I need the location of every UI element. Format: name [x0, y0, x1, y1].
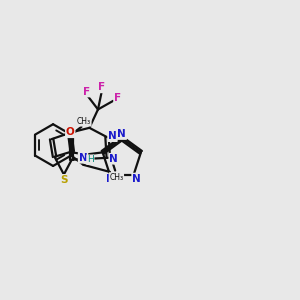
Text: N: N [108, 131, 117, 141]
Text: H: H [87, 155, 94, 164]
Text: F: F [83, 86, 90, 97]
Text: N: N [109, 154, 118, 164]
Text: F: F [98, 82, 105, 92]
Text: N: N [79, 153, 87, 163]
Text: S: S [60, 175, 68, 185]
Text: CH₃: CH₃ [109, 173, 124, 182]
Text: CH₃: CH₃ [77, 117, 91, 126]
Text: O: O [66, 127, 75, 137]
Text: N: N [117, 129, 126, 139]
Text: F: F [114, 93, 121, 103]
Text: N: N [106, 174, 114, 184]
Text: N: N [132, 173, 141, 184]
